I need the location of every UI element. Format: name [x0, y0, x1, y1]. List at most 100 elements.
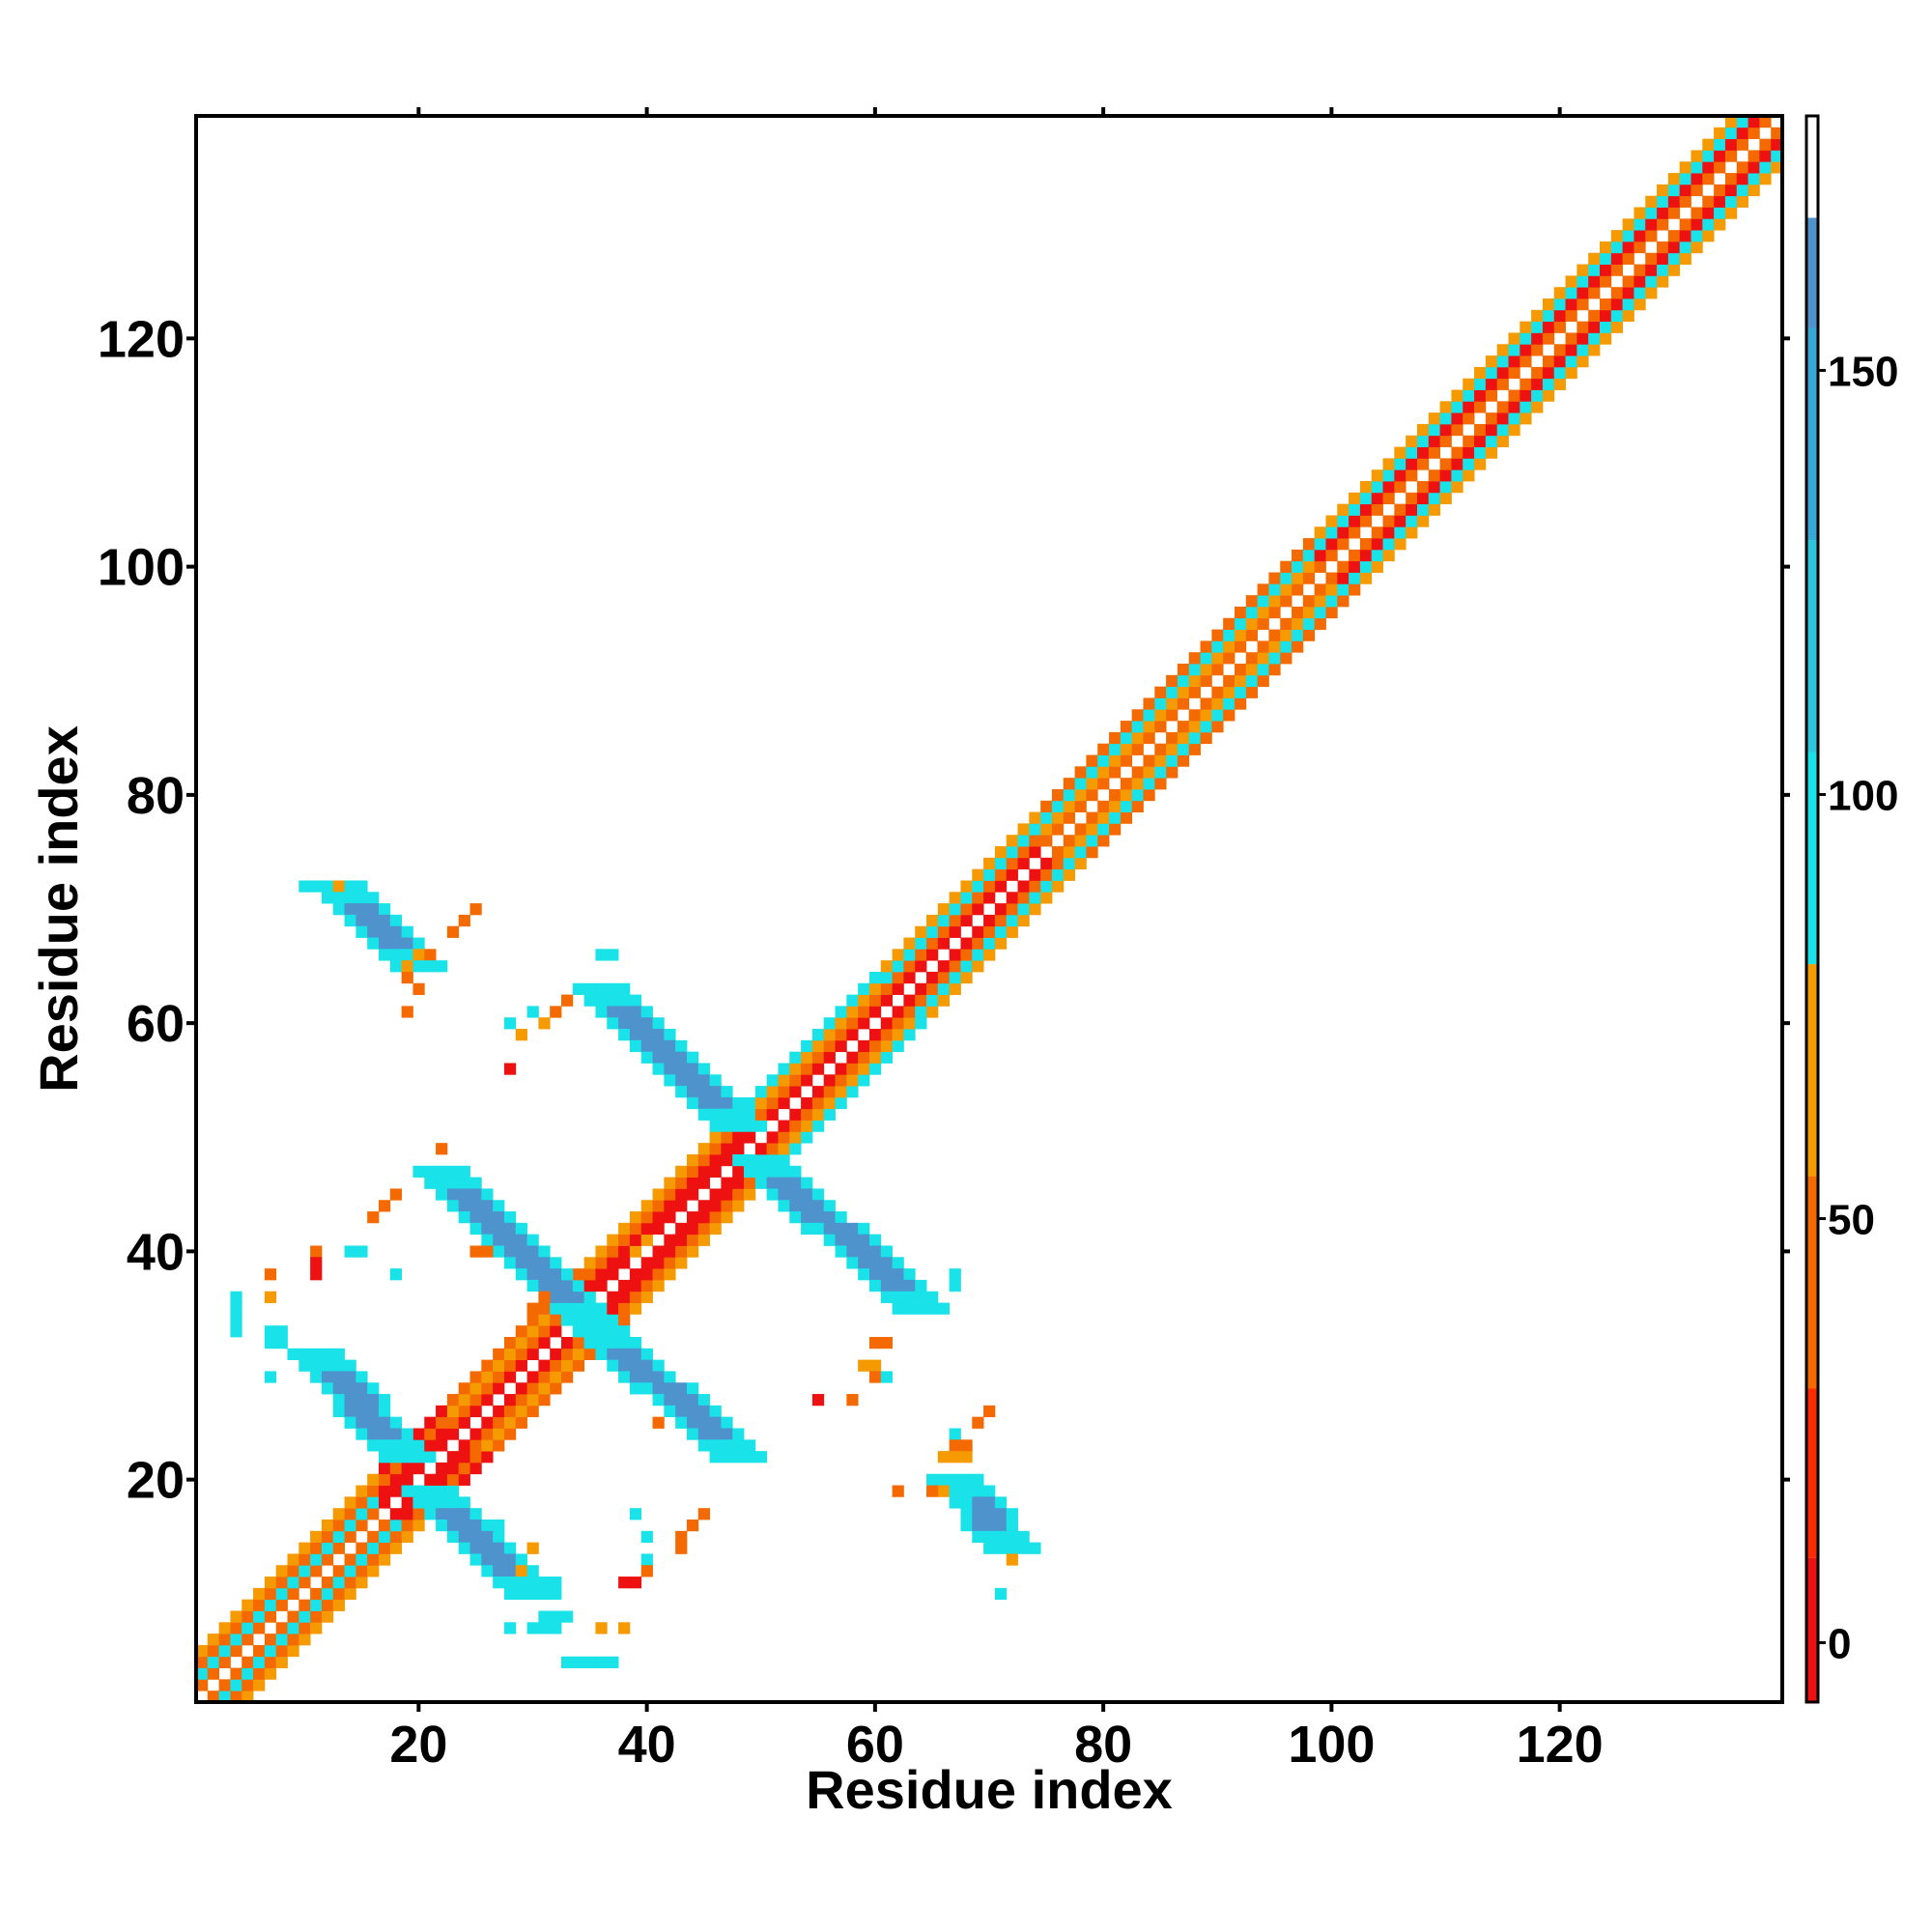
heatmap-cell	[1359, 515, 1373, 527]
heatmap-cell	[1577, 287, 1589, 299]
heatmap-cell	[1622, 218, 1634, 231]
heatmap-cell	[1257, 606, 1269, 619]
heatmap-cell	[697, 1143, 710, 1155]
heatmap-cell	[754, 1120, 768, 1132]
heatmap-cell	[1268, 640, 1281, 653]
heatmap-cell	[1382, 549, 1395, 562]
heatmap-cell	[1610, 309, 1624, 323]
heatmap-cell	[389, 937, 403, 950]
heatmap-cell	[640, 1348, 653, 1361]
colorbar-band	[1806, 752, 1818, 965]
heatmap-cell	[1577, 298, 1589, 311]
x-tick-label: 20	[389, 1716, 447, 1774]
heatmap-cell	[242, 1634, 254, 1646]
heatmap-cell	[858, 1017, 870, 1030]
heatmap-cell	[1268, 595, 1281, 608]
heatmap-cell	[526, 1587, 539, 1601]
heatmap-cell	[1006, 857, 1018, 870]
heatmap-cell	[1017, 857, 1030, 870]
heatmap-cell	[960, 937, 973, 950]
heatmap-cell	[960, 903, 973, 916]
heatmap-cell	[367, 1405, 380, 1418]
heatmap-cell	[1040, 823, 1053, 836]
heatmap-cell	[493, 1245, 505, 1258]
heatmap-cell	[607, 1006, 619, 1018]
heatmap-cell	[937, 1485, 951, 1497]
heatmap-cell	[344, 1587, 356, 1601]
heatmap-cell	[915, 994, 927, 1007]
heatmap-cell	[550, 1268, 562, 1281]
heatmap-cell	[892, 1485, 904, 1497]
heatmap-cell	[1314, 560, 1326, 573]
heatmap-cell	[1223, 640, 1236, 653]
heatmap-cell	[1657, 195, 1669, 208]
heatmap-cell	[550, 1371, 562, 1383]
heatmap-cell	[903, 949, 916, 961]
heatmap-cell	[697, 1234, 710, 1246]
heatmap-cell	[583, 1348, 596, 1361]
heatmap-cell	[446, 1405, 460, 1418]
heatmap-cell	[379, 1485, 391, 1497]
heatmap-cell	[481, 1188, 494, 1201]
heatmap-cell	[1268, 652, 1281, 665]
heatmap-cell	[732, 1120, 745, 1132]
heatmap-cell	[1565, 298, 1577, 311]
heatmap-cell	[1474, 366, 1487, 380]
heatmap-cell	[652, 1051, 665, 1064]
heatmap-cell	[972, 949, 984, 961]
heatmap-cell	[1006, 925, 1018, 938]
heatmap-cell	[1051, 823, 1065, 836]
heatmap-cell	[1371, 492, 1383, 505]
heatmap-cell	[1531, 321, 1544, 333]
heatmap-cell	[503, 1257, 517, 1269]
heatmap-cell	[1234, 674, 1247, 688]
heatmap-cell	[664, 1382, 676, 1395]
heatmap-cell	[766, 1165, 779, 1178]
heatmap-cell	[1657, 275, 1669, 288]
heatmap-cell	[949, 1451, 961, 1463]
heatmap-cell	[915, 1279, 927, 1293]
heatmap-cell	[1520, 389, 1532, 402]
heatmap-cell	[572, 982, 585, 995]
heatmap-cell	[481, 1234, 494, 1246]
heatmap-cell	[926, 982, 939, 995]
heatmap-cell	[287, 1577, 299, 1589]
heatmap-cell	[1531, 401, 1544, 413]
heatmap-cell	[754, 1165, 768, 1178]
heatmap-cell	[789, 1200, 802, 1212]
heatmap-cell	[1679, 184, 1691, 197]
heatmap-cell	[538, 1610, 551, 1623]
heatmap-cell	[664, 1188, 676, 1201]
heatmap-cell	[766, 1177, 779, 1189]
heatmap-cell	[618, 1257, 631, 1269]
heatmap-cell	[526, 1565, 539, 1577]
heatmap-cell	[287, 1634, 299, 1646]
heatmap-cell	[721, 1177, 733, 1189]
heatmap-cell	[709, 1416, 722, 1429]
heatmap-cell	[1211, 709, 1224, 722]
heatmap-cell	[321, 1599, 334, 1611]
heatmap-cell	[937, 971, 951, 984]
heatmap-cell	[1086, 754, 1098, 767]
y-tick-label: 100	[98, 539, 185, 597]
heatmap-cell	[1474, 446, 1487, 459]
heatmap-cell	[823, 1074, 836, 1087]
heatmap-cell	[1428, 492, 1441, 505]
heatmap-cell	[903, 937, 916, 950]
y-axis-title: Residue index	[28, 725, 89, 1093]
heatmap-cell	[766, 1074, 779, 1087]
heatmap-cell	[367, 925, 380, 938]
heatmap-cell	[744, 1188, 756, 1201]
heatmap-cell	[1017, 880, 1030, 893]
heatmap-cell	[858, 1074, 870, 1087]
heatmap-cell	[983, 857, 996, 870]
heatmap-cell	[1588, 309, 1601, 323]
heatmap-cell	[367, 1485, 380, 1497]
heatmap-cell	[1280, 629, 1293, 641]
heatmap-cell	[629, 1577, 642, 1589]
heatmap-cell	[960, 1508, 973, 1520]
heatmap-cell	[1029, 880, 1041, 893]
heatmap-cell	[287, 1622, 299, 1634]
heatmap-cell	[1131, 800, 1144, 812]
heatmap-cell	[686, 1405, 699, 1418]
